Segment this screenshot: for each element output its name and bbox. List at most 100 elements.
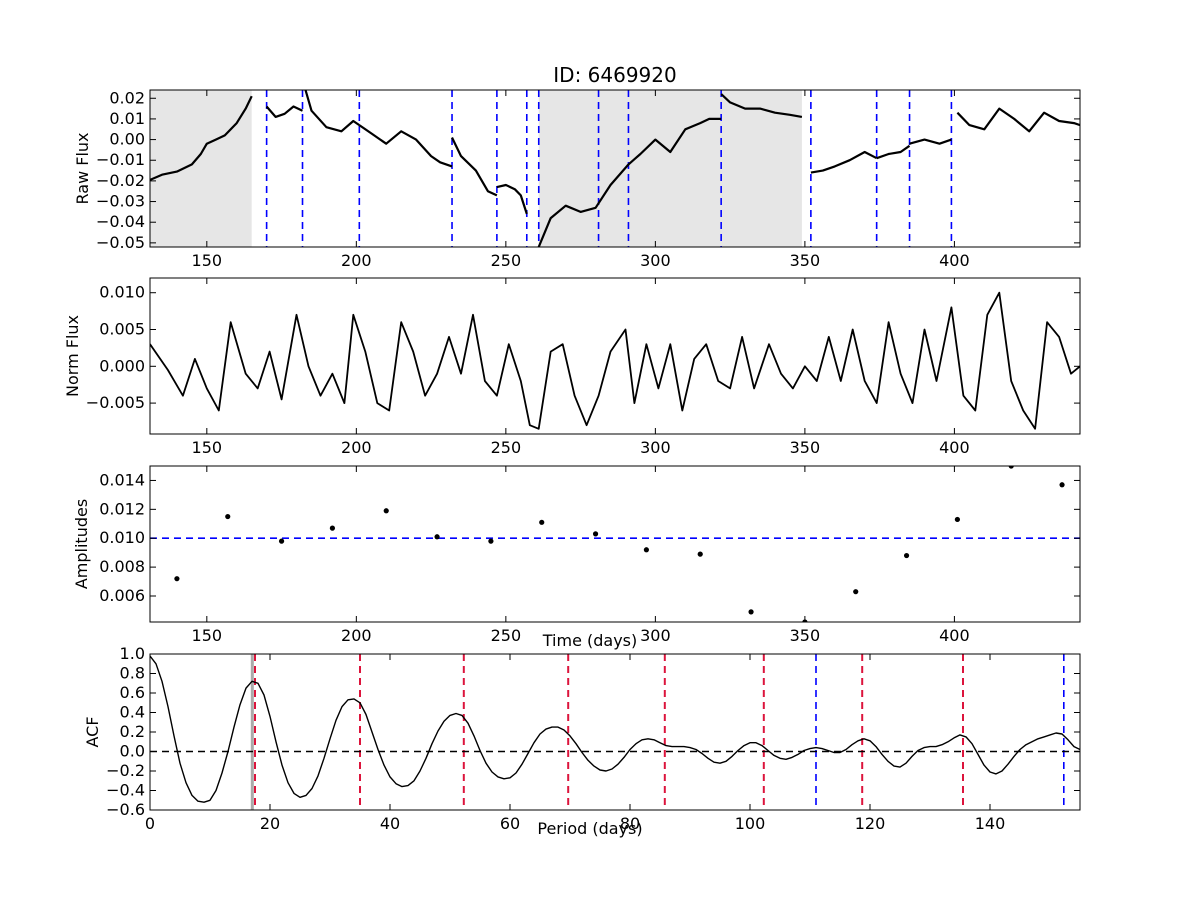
acf-ytick-label-1: −0.4 (106, 781, 145, 800)
amplitudes-point-1 (225, 513, 231, 520)
raw-flux-ytick-label-0: −0.05 (96, 233, 145, 252)
amplitudes-ytick-label-4: 0.014 (99, 470, 145, 489)
raw-flux-ytick-label-3: −0.02 (96, 171, 145, 190)
raw-flux-xtick-label-2: 250 (491, 251, 522, 270)
norm-flux-ytick-label-2: 0.005 (99, 320, 145, 339)
raw-flux-xtick-label-0: 150 (192, 251, 223, 270)
acf-plot-area (150, 654, 1080, 810)
acf-ytick-label-7: 0.8 (120, 664, 145, 683)
acf-ytick-label-2: −0.2 (106, 761, 145, 780)
amplitudes-ytick-label-3: 0.012 (99, 499, 145, 518)
acf-xtick-label-0: 0 (145, 814, 155, 833)
norm-flux-xtick-label-3: 300 (640, 438, 671, 457)
figure-title: ID: 6469920 (553, 63, 676, 87)
acf-xtick-label-1: 20 (260, 814, 280, 833)
raw-flux-ytick-label-6: 0.01 (109, 109, 145, 128)
acf-xtick-label-3: 60 (500, 814, 520, 833)
acf-ytick-label-5: 0.4 (120, 703, 145, 722)
norm-flux-xtick-label-0: 150 (192, 438, 223, 457)
amplitudes-xtick-label-0: 150 (192, 626, 223, 645)
amplitudes-xlabel: Time (days) (542, 631, 638, 650)
raw-flux-series-segment-1 (265, 105, 303, 119)
raw-flux-shaded-region-0 (150, 90, 252, 247)
raw-flux-series-segment-8 (720, 93, 803, 118)
amplitudes-point-13 (853, 589, 859, 595)
raw-flux-ytick-label-5: 0.00 (109, 130, 145, 149)
norm-flux-ylabel: Norm Flux (63, 315, 82, 397)
raw-flux-ytick-label-1: −0.04 (96, 212, 145, 231)
amplitudes-ytick-label-2: 0.010 (99, 528, 145, 547)
raw-flux-series-segment-3 (358, 124, 453, 168)
amplitudes-point-5 (434, 534, 440, 540)
amplitudes-point-11 (748, 609, 754, 615)
amplitudes-point-3 (329, 525, 336, 531)
acf-period-highlight-band (250, 654, 254, 810)
raw-flux-series-segment-10 (876, 144, 911, 160)
raw-flux-series-segment-6 (537, 163, 630, 247)
raw-flux-axes-frame (149, 89, 1081, 248)
amplitudes-point-8 (592, 531, 599, 537)
amplitudes-panel: 150 200 250 300 350 400 0.006 0.008 0.010 0.012 0.… (72, 465, 1081, 650)
amplitudes-point-4 (383, 508, 389, 514)
raw-flux-series-segment-0 (150, 95, 253, 181)
acf-ytick-label-0: −0.6 (106, 800, 145, 819)
amplitudes-xtick-label-1: 200 (341, 626, 372, 645)
raw-flux-series-segment-4 (451, 137, 498, 197)
norm-flux-ytick-label-3: 0.010 (99, 283, 145, 302)
amplitudes-point-17 (1059, 482, 1065, 488)
raw-flux-ytick-label-7: 0.02 (109, 88, 145, 107)
amplitudes-plot-area (150, 466, 1080, 622)
amplitudes-xtick-label-5: 400 (939, 626, 970, 645)
raw-flux-series-segment-5 (496, 183, 528, 215)
norm-flux-panel: 150 200 250 300 350 400 −0.005 0.000 0.005 0.010 N… (63, 277, 1081, 457)
raw-flux-series-segment-12 (956, 107, 1080, 133)
amplitudes-ylabel: Amplitudes (72, 499, 91, 589)
acf-xtick-label-2: 40 (380, 814, 400, 833)
acf-ytick-label-8: 1.0 (120, 644, 145, 663)
amplitudes-point-14 (903, 552, 910, 559)
raw-flux-xtick-label-5: 400 (939, 251, 970, 270)
norm-flux-axes-frame (149, 277, 1081, 435)
acf-xtick-label-6: 120 (855, 814, 886, 833)
acf-ytick-label-4: 0.2 (120, 722, 145, 741)
acf-ytick-label-6: 0.6 (120, 683, 145, 702)
raw-flux-panel: 150 200 250 300 350 400 −0.05 −0.04−0.03 −0.02 −0… (73, 88, 1081, 270)
amplitudes-ytick-label-1: 0.008 (99, 557, 145, 576)
amplitudes-axes-frame (149, 465, 1081, 623)
acf-series-line (150, 655, 1080, 803)
acf-xlabel: Period (days) (537, 819, 642, 838)
raw-flux-series-segment-11 (909, 138, 952, 145)
amplitudes-point-6 (488, 538, 494, 544)
raw-flux-xtick-label-3: 300 (640, 251, 671, 270)
amplitudes-point-9 (643, 547, 649, 553)
acf-xtick-label-5: 100 (735, 814, 766, 833)
amplitudes-xtick-label-3: 300 (640, 626, 671, 645)
norm-flux-xtick-label-4: 350 (790, 438, 821, 457)
acf-panel: 0 20 40 60 80 100 120 140−0.6−0.4−0.20.00.20.40… (83, 644, 1081, 838)
raw-flux-xtick-label-1: 200 (341, 251, 372, 270)
amplitudes-point-16 (1008, 466, 1014, 469)
amplitudes-xtick-label-2: 250 (491, 626, 522, 645)
amplitudes-point-15 (954, 516, 960, 523)
acf-ylabel: ACF (83, 716, 102, 747)
acf-xtick-label-4: 80 (620, 814, 640, 833)
amplitudes-point-10 (697, 551, 703, 557)
norm-flux-xtick-label-1: 200 (341, 438, 372, 457)
raw-flux-plot-area (150, 90, 1080, 247)
amplitudes-point-2 (278, 538, 285, 544)
raw-flux-series-segment-2 (304, 90, 360, 133)
norm-flux-xtick-label-2: 250 (491, 438, 522, 457)
raw-flux-ytick-label-2: −0.03 (96, 192, 145, 211)
amplitudes-ytick-label-0: 0.006 (99, 586, 145, 605)
raw-flux-shaded-region-1 (538, 90, 802, 247)
norm-flux-ytick-label-0: −0.005 (86, 393, 145, 412)
norm-flux-series-line (150, 291, 1080, 430)
amplitudes-xtick-label-4: 350 (790, 626, 821, 645)
raw-flux-ytick-label-4: −0.01 (96, 150, 145, 169)
norm-flux-ytick-label-1: 0.000 (99, 356, 145, 375)
norm-flux-plot-area (150, 291, 1080, 430)
amplitudes-point-7 (539, 519, 545, 525)
norm-flux-xtick-label-5: 400 (939, 438, 970, 457)
raw-flux-series-segment-7 (627, 117, 722, 166)
